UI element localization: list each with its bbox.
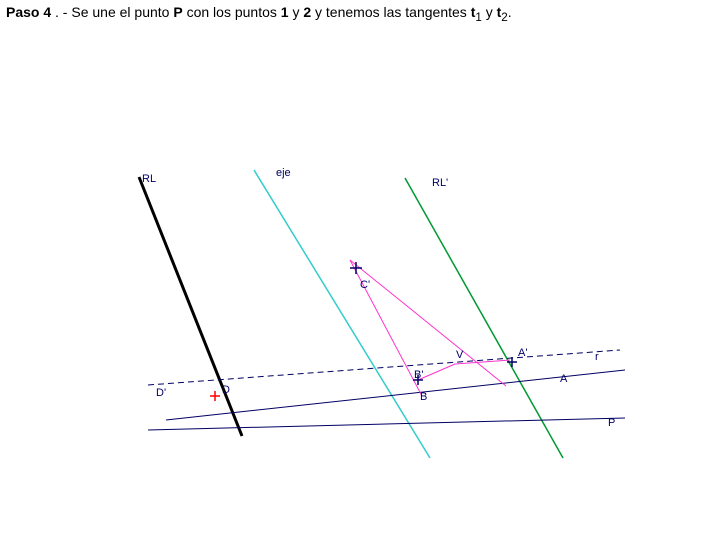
lbl-Cprime: C' (360, 279, 370, 291)
line-r-upper (148, 350, 620, 385)
line-eje (254, 170, 430, 458)
lbl-RLprime: RL' (432, 177, 448, 189)
lbl-RL: RL (142, 173, 156, 185)
line-r-lower (166, 370, 625, 420)
lbl-D: D (222, 384, 230, 396)
line-RL (139, 177, 242, 436)
lbl-eje: eje (276, 167, 291, 179)
lbl-B: B (420, 391, 427, 403)
lbl-P: P (608, 417, 615, 429)
line-P (148, 418, 625, 430)
line-RLprime (405, 178, 563, 458)
page: Paso 4 . - Se une el punto P con los pun… (0, 0, 720, 540)
lbl-V: V (456, 349, 464, 361)
diagram-svg: RL eje RL' C' V A' Ar B' B D' D P (0, 0, 720, 540)
cross-D (210, 391, 220, 401)
line-BV (418, 364, 455, 380)
lbl-Dprime: D' (156, 387, 166, 399)
lbl-Bprime: B' (414, 369, 423, 381)
lbl-A: A (560, 373, 568, 385)
lbl-r: r (595, 351, 599, 363)
line-t1 (350, 260, 506, 386)
lbl-Aprime: A' (518, 347, 527, 359)
